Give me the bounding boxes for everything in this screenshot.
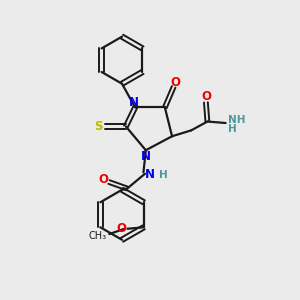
Text: H: H (228, 124, 237, 134)
Text: O: O (170, 76, 180, 89)
Text: O: O (117, 222, 127, 235)
Text: NH: NH (228, 115, 245, 125)
Text: S: S (94, 120, 102, 133)
Text: N: N (145, 168, 155, 181)
Text: O: O (99, 172, 109, 186)
Text: N: N (129, 96, 139, 109)
Text: N: N (141, 150, 151, 163)
Text: O: O (201, 90, 211, 103)
Text: CH₃: CH₃ (89, 230, 107, 241)
Text: H: H (159, 170, 167, 180)
